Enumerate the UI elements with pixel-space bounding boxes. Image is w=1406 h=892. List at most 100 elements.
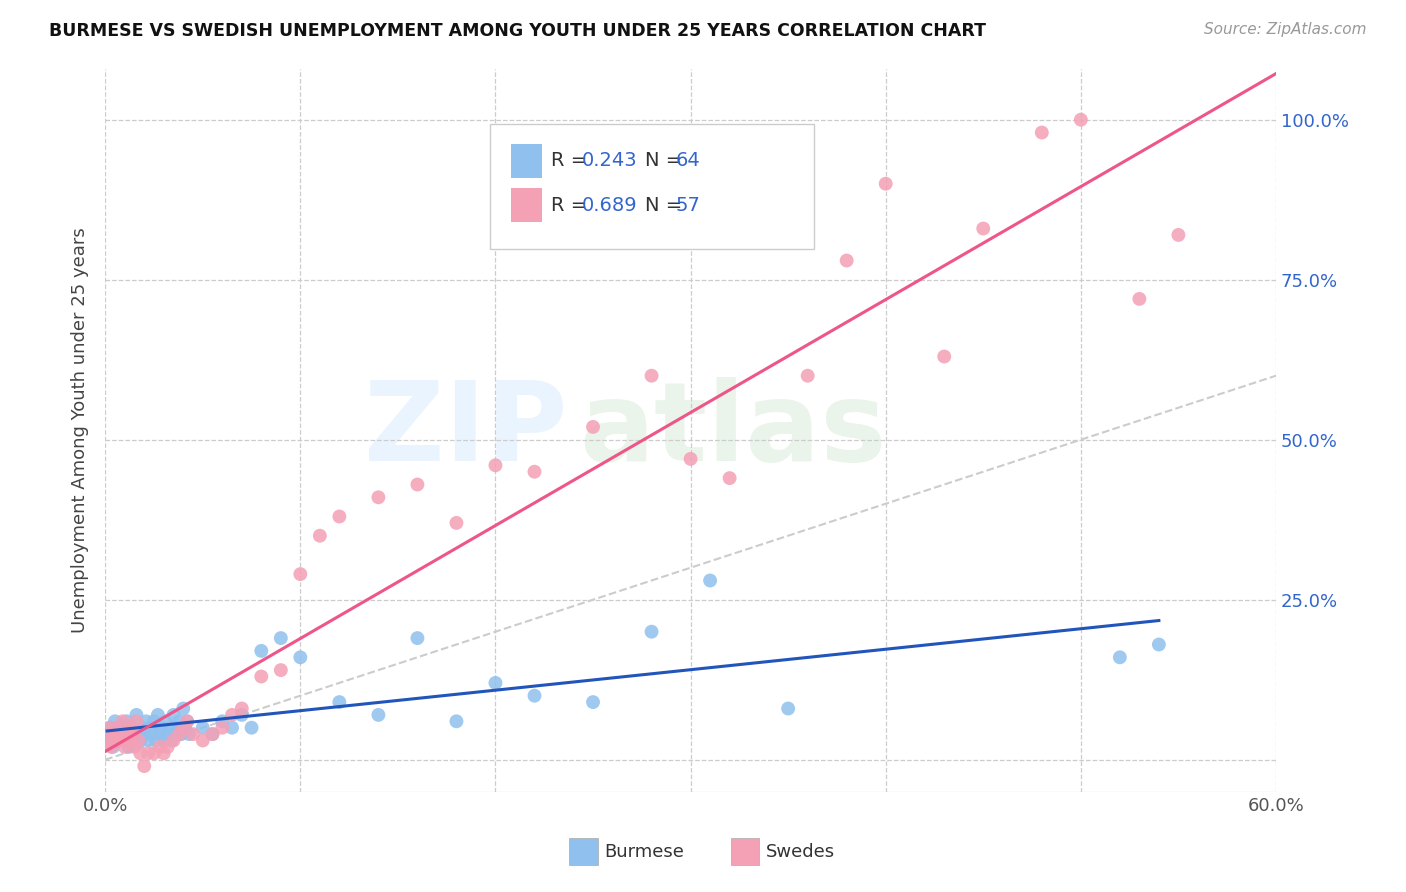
Point [406, 631, 429, 645]
Text: Burmese: Burmese [605, 843, 685, 861]
Point [934, 350, 956, 364]
Point [679, 451, 702, 466]
Point [201, 727, 224, 741]
Point [523, 689, 546, 703]
Point [181, 727, 204, 741]
Point [98, 721, 121, 735]
Point [100, 721, 122, 735]
Point [108, 727, 131, 741]
Point [699, 574, 721, 588]
Point [176, 714, 198, 729]
Point [120, 727, 142, 741]
Point [211, 714, 233, 729]
Point [105, 727, 128, 741]
Point [328, 509, 350, 524]
Point [718, 471, 741, 485]
Point [191, 733, 214, 747]
Point [640, 368, 662, 383]
Point [96, 727, 118, 741]
Point [166, 721, 188, 735]
Point [169, 727, 191, 741]
Point [201, 727, 224, 741]
Text: BURMESE VS SWEDISH UNEMPLOYMENT AMONG YOUTH UNDER 25 YEARS CORRELATION CHART: BURMESE VS SWEDISH UNEMPLOYMENT AMONG YO… [49, 22, 986, 40]
Text: 64: 64 [676, 151, 700, 170]
Point [136, 747, 159, 761]
Point [835, 253, 858, 268]
Point [117, 739, 139, 754]
Point [169, 714, 191, 729]
Point [156, 739, 179, 754]
Text: ZIP: ZIP [364, 376, 568, 483]
Point [367, 491, 389, 505]
Point [162, 733, 184, 747]
Text: 0.689: 0.689 [582, 195, 637, 215]
Point [136, 733, 159, 747]
Point [523, 465, 546, 479]
Point [104, 733, 127, 747]
Point [121, 727, 143, 741]
Point [1147, 638, 1170, 652]
Point [146, 707, 169, 722]
Point [155, 714, 177, 729]
Point [484, 458, 506, 473]
Point [152, 747, 174, 761]
Text: R =: R = [551, 151, 593, 170]
Point [156, 727, 179, 741]
Point [124, 733, 146, 747]
Point [145, 733, 167, 747]
Point [101, 727, 124, 741]
Point [328, 695, 350, 709]
Point [406, 477, 429, 491]
Point [172, 721, 194, 735]
Text: N =: N = [645, 151, 689, 170]
Point [290, 650, 312, 665]
Point [174, 721, 197, 735]
Point [1108, 650, 1130, 665]
Text: 0.243: 0.243 [582, 151, 637, 170]
Point [110, 721, 132, 735]
Point [240, 721, 263, 735]
Point [125, 707, 148, 722]
Point [231, 701, 253, 715]
Point [114, 733, 136, 747]
Point [149, 739, 172, 754]
Point [165, 727, 187, 741]
Point [111, 714, 134, 729]
Point [134, 727, 156, 741]
Point [135, 714, 157, 729]
Point [129, 733, 152, 747]
Point [160, 733, 183, 747]
Text: R =: R = [551, 195, 593, 215]
Point [221, 721, 243, 735]
Point [141, 727, 163, 741]
Point [117, 733, 139, 747]
Point [778, 701, 800, 715]
Point [221, 707, 243, 722]
Point [143, 714, 166, 729]
Point [640, 624, 662, 639]
Point [582, 695, 605, 709]
Point [270, 663, 292, 677]
Point [308, 529, 330, 543]
Text: atlas: atlas [579, 376, 887, 483]
Point [162, 707, 184, 722]
Point [191, 721, 214, 735]
Text: Source: ZipAtlas.com: Source: ZipAtlas.com [1204, 22, 1367, 37]
Point [134, 759, 156, 773]
Point [172, 701, 194, 715]
Point [176, 714, 198, 729]
Point [149, 727, 172, 741]
Point [120, 721, 142, 735]
Point [152, 733, 174, 747]
Point [129, 747, 152, 761]
Text: 57: 57 [676, 195, 700, 215]
Point [104, 714, 127, 729]
Point [115, 727, 138, 741]
Point [121, 721, 143, 735]
Point [125, 714, 148, 729]
Point [211, 721, 233, 735]
Point [131, 721, 153, 735]
Point [367, 707, 389, 722]
Point [96, 733, 118, 747]
Point [1167, 227, 1189, 242]
